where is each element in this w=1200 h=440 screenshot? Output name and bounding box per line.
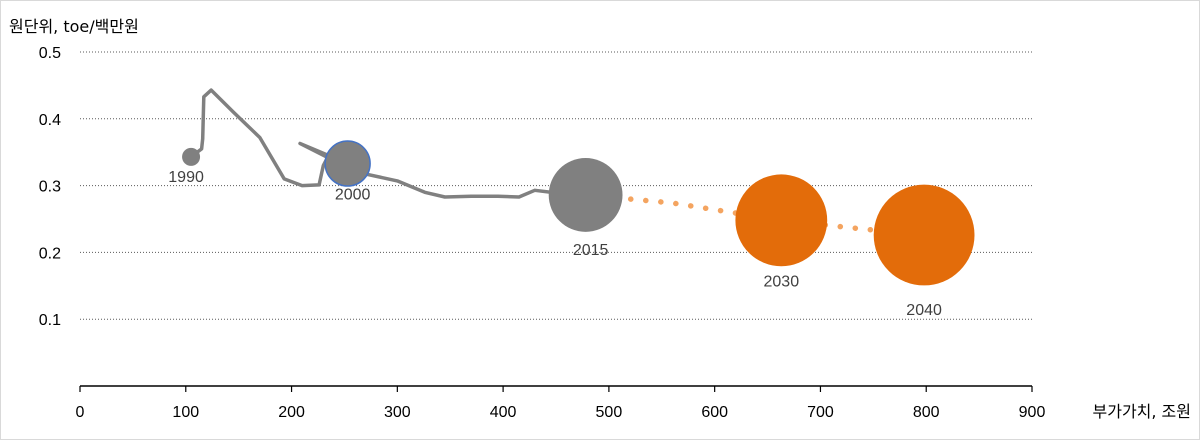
historical-path-line — [189, 88, 588, 199]
y-axis-title: 원단위, toe/백만원 — [9, 17, 139, 36]
y-tick-label: 0.3 — [39, 179, 61, 196]
y-tick-label: 0.4 — [39, 112, 61, 129]
x-tick-label: 400 — [490, 404, 517, 421]
bubble-label-2015: 2015 — [573, 242, 609, 259]
x-tick-label: 200 — [278, 404, 305, 421]
bubble-1990 — [182, 147, 201, 166]
bubble-2000 — [324, 140, 371, 187]
y-ticks: 0.1 0.2 0.3 0.4 0.5 — [39, 45, 61, 329]
bubble-label-1990: 1990 — [168, 169, 204, 186]
bubble-label-2030: 2030 — [764, 273, 800, 290]
bubble-label-2040: 2040 — [906, 302, 942, 319]
series: 1990 2000 2015 2030 2040 — [168, 88, 975, 319]
bubble-2040 — [873, 184, 975, 286]
x-tick-label: 300 — [384, 404, 411, 421]
x-tick-label: 100 — [172, 404, 199, 421]
x-tick-label: 0 — [76, 404, 85, 421]
x-axis-title: 부가가치, 조원 — [1093, 402, 1192, 421]
x-tick-label: 600 — [701, 404, 728, 421]
axes: 0 100 200 300 400 500 600 700 800 900 0.10.20.30.… — [39, 45, 1046, 421]
x-tick-label: 700 — [807, 404, 834, 421]
bubble-label-2000: 2000 — [335, 187, 371, 204]
x-tick-label: 900 — [1019, 404, 1046, 421]
y-tick-label: 0.2 — [39, 245, 61, 262]
y-tick-label: 0.1 — [39, 312, 61, 329]
bubble-2015 — [548, 158, 623, 232]
x-tick-label: 500 — [596, 404, 623, 421]
x-tick-label: 800 — [913, 404, 940, 421]
bubble-2030 — [735, 174, 828, 267]
x-ticks: 0 100 200 300 400 500 600 700 800 900 — [76, 386, 1046, 421]
y-tick-label: 0.5 — [39, 45, 61, 62]
